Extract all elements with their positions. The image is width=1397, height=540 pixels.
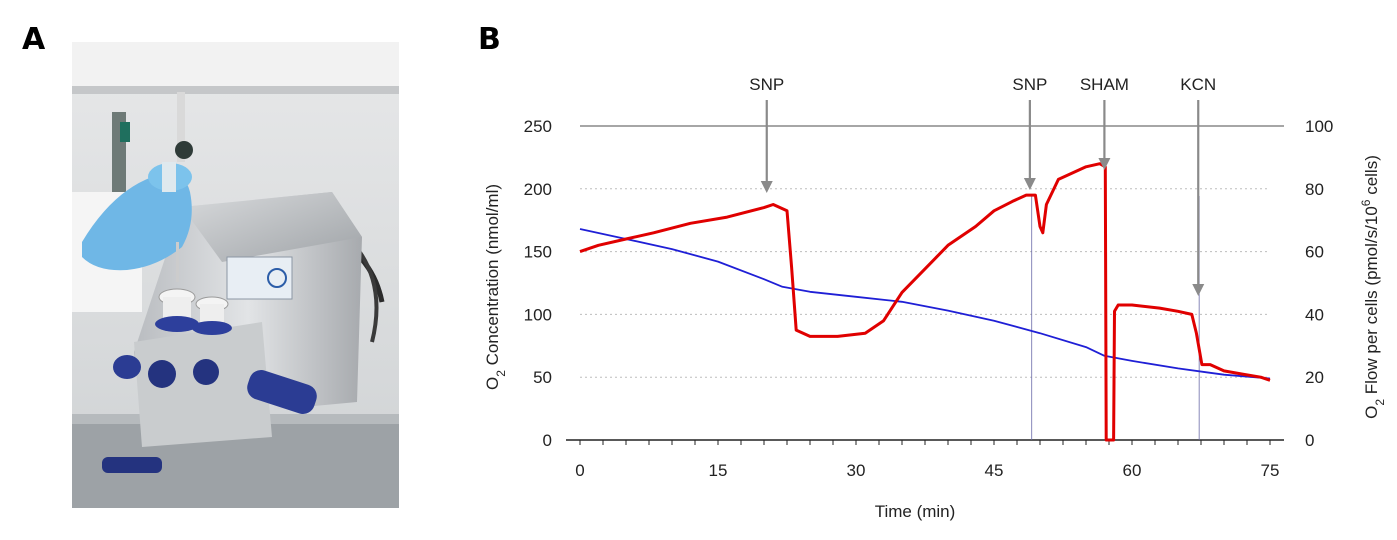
panel-label-a: A [22,22,46,57]
annotation-arrow-head [1098,158,1111,170]
x-tick-label: 30 [847,461,866,480]
x-tick-label: 60 [1123,461,1142,480]
y-right-tick-label: 0 [1305,431,1314,450]
tick-labels: 0 15 30 45 60 75 0 50 100 150 200 250 0 20 40 60 80 100 [524,117,1334,480]
instrument-photo [72,42,399,508]
y-left-tick-label: 150 [524,243,552,262]
o2-flow-series [579,162,1271,442]
y-left-tick-label: 0 [543,431,552,450]
annotation-label: SHAM [1080,75,1129,94]
x-tick-label: 75 [1261,461,1280,480]
series-layer [579,162,1271,442]
annotation-label: KCN [1180,75,1216,94]
annotations: SNP SNP SHAM KCN [749,75,1216,296]
x-tick-label: 45 [985,461,1004,480]
y-right-tick-label: 100 [1305,117,1333,136]
oxygraph-chart: SNP SNP SHAM KCN 0 15 30 45 60 75050100150200250… [483,75,1387,521]
y-right-tick-label: 20 [1305,368,1324,387]
y-left-tick-label: 100 [524,305,552,324]
y-right-tick-label: 60 [1305,243,1324,262]
panel-label-b: B [478,22,501,57]
grid-lines [580,188,1270,378]
y-right-tick-label: 40 [1305,305,1324,324]
annotation-arrow-head [1023,178,1036,190]
annotation-arrow-head [760,181,773,193]
x-tick-label: 0 [575,461,584,480]
axes [566,125,1284,445]
y-right-tick-label: 80 [1305,180,1324,199]
y-left-tick-label: 50 [533,368,552,387]
o2-concentration-series [579,228,1271,380]
x-axis-title: Time (min) [875,502,956,521]
annotation-arrow-head [1192,284,1205,296]
y-left-tick-label: 250 [524,117,552,136]
x-tick-label: 15 [709,461,728,480]
annotation-label: SNP [749,75,784,94]
y-axis-left-title: O2 Concentration (nmol/ml) [483,184,508,390]
y-axis-right-title: O2 Flow per cells (pmol/s/106 cells) [1359,155,1387,419]
y-left-tick-label: 200 [524,180,552,199]
annotation-label: SNP [1012,75,1047,94]
